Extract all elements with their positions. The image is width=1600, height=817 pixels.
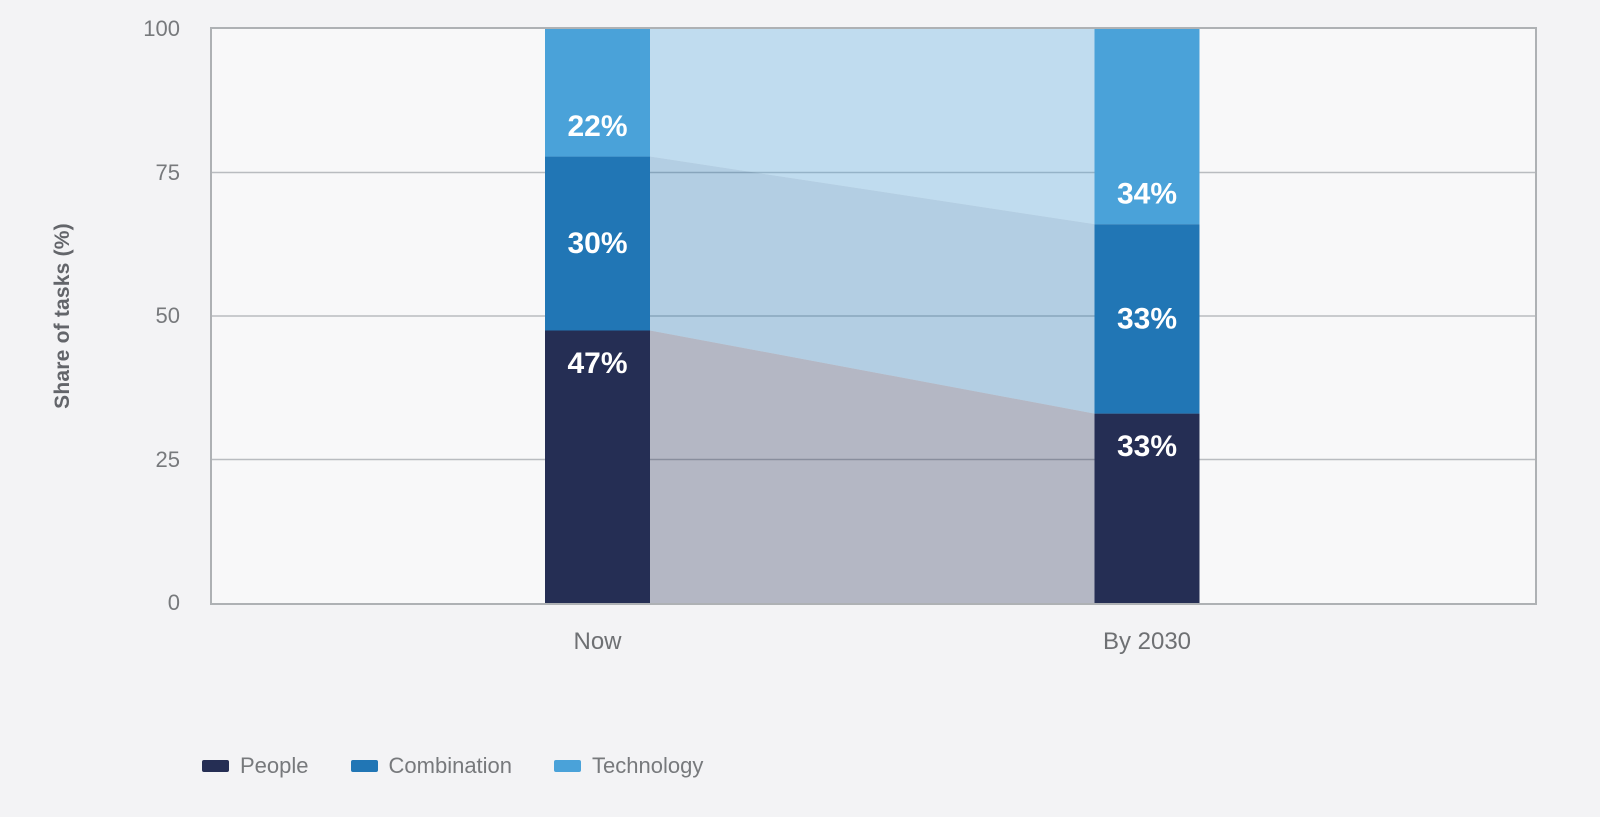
- y-tick-label: 75: [155, 159, 180, 185]
- x-category-label: Now: [573, 628, 622, 655]
- bar-segment-by-2030-combination: [1094, 224, 1200, 414]
- flow-combination: [650, 156, 1095, 414]
- combination-color-swatch-icon: [350, 760, 378, 772]
- bar-segment-now-combination: [545, 156, 650, 331]
- bar-value-label: 33%: [1117, 430, 1177, 463]
- flow-technology: [650, 29, 1095, 225]
- legend-item-technology: Technology: [554, 753, 703, 779]
- legend-item-people: People: [202, 753, 309, 779]
- legend: People Combination Technology: [202, 753, 703, 779]
- flow-people: [650, 330, 1095, 603]
- stacked-bar-flow-chart: 47% 30% 22% 33% 33% 34%: [212, 29, 1535, 603]
- y-tick-label: 25: [155, 446, 180, 472]
- legend-label-technology: Technology: [592, 753, 704, 778]
- bar-segment-by-2030-technology: [1094, 29, 1200, 225]
- people-color-swatch-icon: [202, 760, 229, 772]
- bar-value-label: 34%: [1117, 178, 1177, 211]
- y-tick-label: 50: [155, 303, 180, 328]
- plot-area: 47% 30% 22% 33% 33% 34%: [210, 27, 1537, 605]
- x-category-label: By 2030: [1102, 628, 1192, 655]
- bar-segment-by-2030-people: [1094, 413, 1200, 603]
- y-tick-label: 100: [143, 16, 180, 41]
- bar-segment-now-people: [545, 330, 650, 603]
- legend-item-combination: Combination: [350, 753, 513, 779]
- bar-value-label: 22%: [567, 110, 627, 143]
- legend-label-people: People: [240, 753, 309, 778]
- bar-value-label: 47%: [567, 347, 627, 380]
- technology-color-swatch-icon: [554, 760, 582, 772]
- bar-segment-now-technology: [545, 29, 650, 157]
- legend-label-combination: Combination: [388, 753, 513, 778]
- y-axis-title: Share of tasks (%): [51, 223, 74, 409]
- bar-value-label: 30%: [567, 227, 627, 260]
- y-tick-label: 0: [167, 590, 180, 615]
- bar-value-label: 33%: [1117, 302, 1177, 335]
